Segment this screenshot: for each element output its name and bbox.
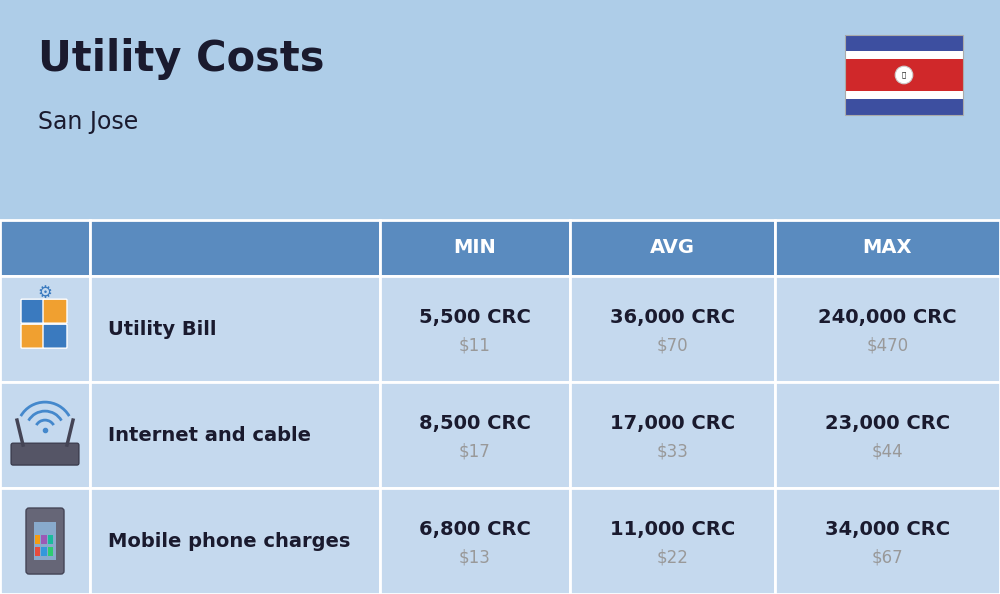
- Circle shape: [895, 66, 913, 84]
- Bar: [0, 220, 90, 276]
- Text: 6,800 CRC: 6,800 CRC: [419, 520, 531, 539]
- Bar: [845, 51, 963, 59]
- Bar: [35, 535, 40, 544]
- Text: 5,500 CRC: 5,500 CRC: [419, 308, 531, 327]
- Bar: [845, 35, 963, 51]
- Text: 17,000 CRC: 17,000 CRC: [610, 414, 735, 433]
- FancyBboxPatch shape: [11, 443, 79, 465]
- Text: 11,000 CRC: 11,000 CRC: [610, 520, 735, 539]
- FancyBboxPatch shape: [26, 508, 64, 574]
- Bar: [570, 488, 775, 594]
- Text: 240,000 CRC: 240,000 CRC: [818, 308, 957, 327]
- Bar: [570, 220, 775, 276]
- FancyBboxPatch shape: [43, 299, 67, 323]
- Text: 🌿: 🌿: [902, 72, 906, 78]
- Bar: [845, 59, 963, 91]
- Bar: [775, 276, 1000, 382]
- Bar: [380, 488, 570, 594]
- Bar: [0, 276, 90, 382]
- Bar: [845, 35, 963, 115]
- Text: ⚙: ⚙: [38, 284, 52, 302]
- Bar: [35, 547, 40, 556]
- Text: $470: $470: [866, 336, 909, 354]
- Text: Internet and cable: Internet and cable: [108, 426, 311, 444]
- Bar: [775, 488, 1000, 594]
- Text: Utility Bill: Utility Bill: [108, 320, 216, 339]
- Text: $44: $44: [872, 442, 903, 460]
- Bar: [0, 382, 90, 488]
- Text: $17: $17: [459, 442, 491, 460]
- Bar: [41, 535, 47, 544]
- Bar: [570, 382, 775, 488]
- Bar: [90, 276, 380, 382]
- Text: 23,000 CRC: 23,000 CRC: [825, 414, 950, 433]
- Bar: [380, 220, 570, 276]
- Text: 8,500 CRC: 8,500 CRC: [419, 414, 531, 433]
- Bar: [90, 220, 380, 276]
- Text: AVG: AVG: [650, 239, 695, 257]
- Text: $67: $67: [872, 548, 903, 566]
- Bar: [41, 547, 47, 556]
- Bar: [48, 547, 53, 556]
- Text: San Jose: San Jose: [38, 110, 138, 134]
- Text: MAX: MAX: [863, 239, 912, 257]
- Text: $11: $11: [459, 336, 491, 354]
- FancyBboxPatch shape: [21, 299, 45, 323]
- Text: 34,000 CRC: 34,000 CRC: [825, 520, 950, 539]
- Text: MIN: MIN: [454, 239, 496, 257]
- Bar: [775, 382, 1000, 488]
- Bar: [845, 99, 963, 115]
- Text: Utility Costs: Utility Costs: [38, 38, 324, 80]
- Bar: [380, 276, 570, 382]
- Bar: [34, 522, 56, 560]
- FancyBboxPatch shape: [43, 324, 67, 348]
- Bar: [845, 91, 963, 99]
- FancyBboxPatch shape: [21, 324, 45, 348]
- Text: $22: $22: [657, 548, 688, 566]
- Text: 36,000 CRC: 36,000 CRC: [610, 308, 735, 327]
- Text: $13: $13: [459, 548, 491, 566]
- Text: $70: $70: [657, 336, 688, 354]
- Bar: [775, 220, 1000, 276]
- Bar: [90, 382, 380, 488]
- Bar: [90, 488, 380, 594]
- Bar: [380, 382, 570, 488]
- Text: $33: $33: [657, 442, 688, 460]
- Bar: [570, 276, 775, 382]
- Bar: [48, 535, 53, 544]
- Text: Mobile phone charges: Mobile phone charges: [108, 532, 350, 551]
- Bar: [0, 488, 90, 594]
